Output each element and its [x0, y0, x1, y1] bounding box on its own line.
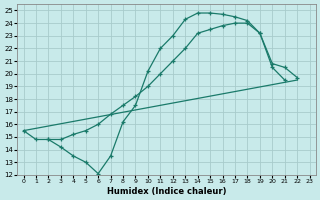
- X-axis label: Humidex (Indice chaleur): Humidex (Indice chaleur): [107, 187, 226, 196]
